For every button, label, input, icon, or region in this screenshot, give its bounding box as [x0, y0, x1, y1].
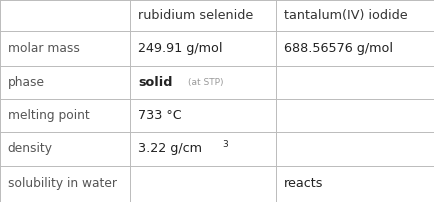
Text: 733 °C: 733 °C: [138, 109, 182, 122]
Text: solid: solid: [138, 76, 172, 89]
Text: (at STP): (at STP): [187, 78, 223, 87]
Text: 688.56576 g/mol: 688.56576 g/mol: [283, 42, 392, 55]
Text: rubidium selenide: rubidium selenide: [138, 9, 253, 22]
Text: solubility in water: solubility in water: [8, 177, 117, 190]
Text: 249.91 g/mol: 249.91 g/mol: [138, 42, 222, 55]
Text: molar mass: molar mass: [8, 42, 79, 55]
Text: 3.22 g/cm: 3.22 g/cm: [138, 142, 202, 156]
Text: density: density: [8, 142, 53, 156]
Text: melting point: melting point: [8, 109, 89, 122]
Text: 3: 3: [222, 140, 227, 149]
Text: tantalum(IV) iodide: tantalum(IV) iodide: [283, 9, 407, 22]
Text: phase: phase: [8, 76, 45, 89]
Text: reacts: reacts: [283, 177, 323, 190]
